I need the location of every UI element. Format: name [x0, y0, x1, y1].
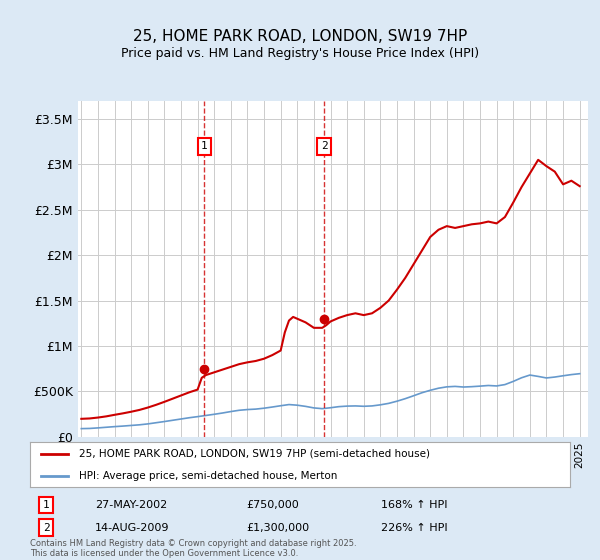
Text: 2: 2: [43, 522, 50, 533]
Text: £750,000: £750,000: [246, 500, 299, 510]
Text: HPI: Average price, semi-detached house, Merton: HPI: Average price, semi-detached house,…: [79, 471, 337, 481]
Text: 14-AUG-2009: 14-AUG-2009: [95, 522, 169, 533]
Text: 1: 1: [43, 500, 50, 510]
Text: £1,300,000: £1,300,000: [246, 522, 309, 533]
Text: 25, HOME PARK ROAD, LONDON, SW19 7HP (semi-detached house): 25, HOME PARK ROAD, LONDON, SW19 7HP (se…: [79, 449, 430, 459]
Text: 226% ↑ HPI: 226% ↑ HPI: [381, 522, 448, 533]
Text: 1: 1: [201, 141, 208, 151]
Text: 27-MAY-2002: 27-MAY-2002: [95, 500, 167, 510]
Text: 2: 2: [321, 141, 328, 151]
Text: Contains HM Land Registry data © Crown copyright and database right 2025.
This d: Contains HM Land Registry data © Crown c…: [30, 539, 356, 558]
Text: 168% ↑ HPI: 168% ↑ HPI: [381, 500, 448, 510]
Text: 25, HOME PARK ROAD, LONDON, SW19 7HP: 25, HOME PARK ROAD, LONDON, SW19 7HP: [133, 29, 467, 44]
Text: Price paid vs. HM Land Registry's House Price Index (HPI): Price paid vs. HM Land Registry's House …: [121, 46, 479, 60]
